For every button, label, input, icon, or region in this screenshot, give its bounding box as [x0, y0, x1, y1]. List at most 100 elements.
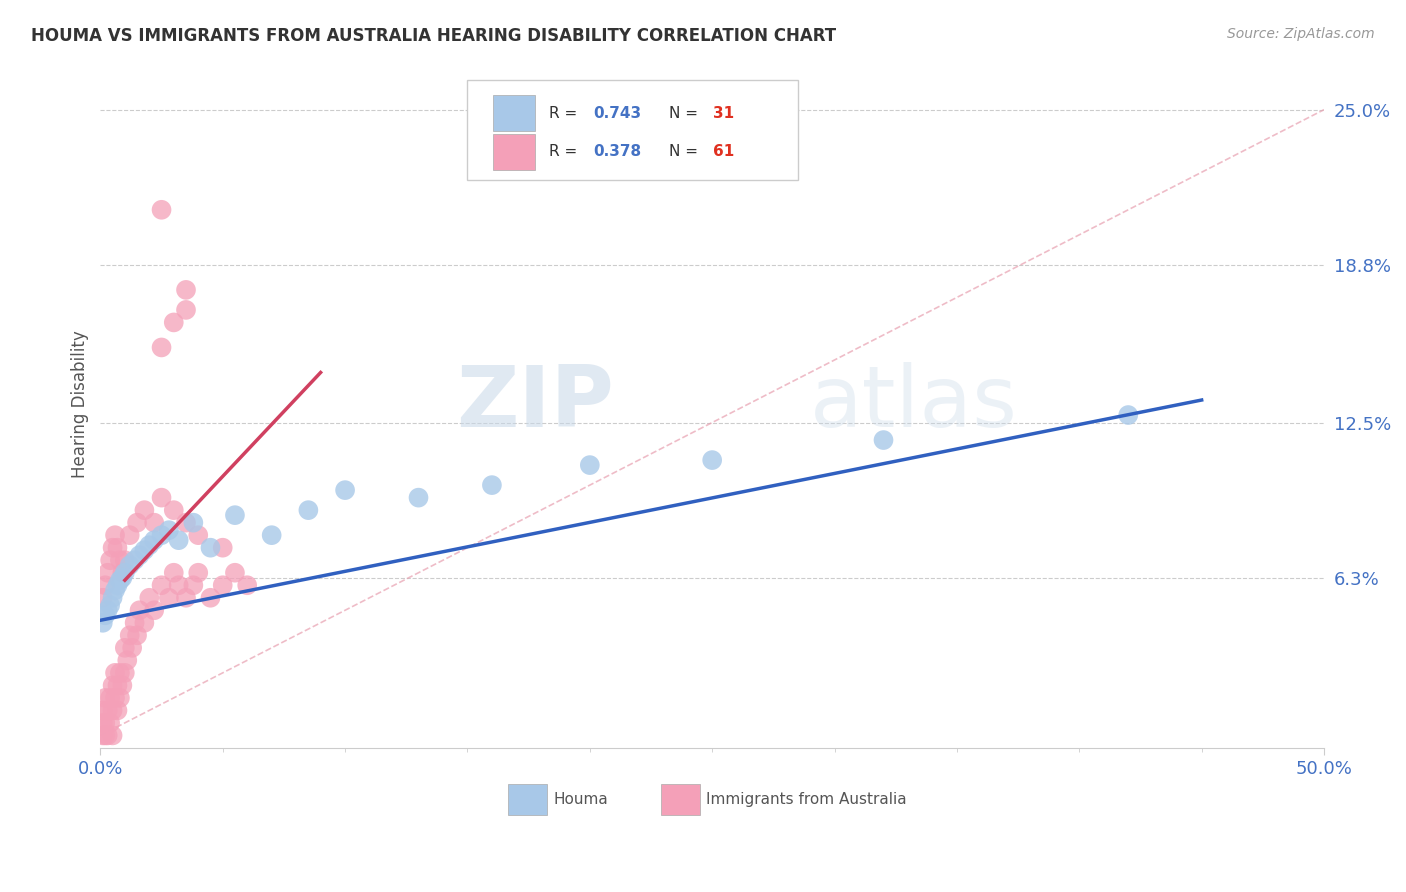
- Point: [211, 578, 233, 592]
- Point: [187, 528, 209, 542]
- Point: [108, 690, 131, 705]
- Point: [94, 578, 117, 592]
- Point: [118, 528, 141, 542]
- Point: [107, 541, 129, 555]
- Text: 0.378: 0.378: [593, 145, 641, 160]
- Point: [124, 615, 146, 630]
- Text: atlas: atlas: [810, 362, 1018, 445]
- Text: Houma: Houma: [553, 792, 607, 807]
- Text: Immigrants from Australia: Immigrants from Australia: [706, 792, 907, 807]
- Point: [91, 715, 114, 730]
- FancyBboxPatch shape: [494, 134, 534, 169]
- Point: [134, 503, 156, 517]
- Point: [579, 458, 602, 472]
- Point: [134, 615, 156, 630]
- Point: [174, 591, 197, 605]
- Text: R =: R =: [550, 145, 582, 160]
- Text: Source: ZipAtlas.com: Source: ZipAtlas.com: [1227, 27, 1375, 41]
- Point: [408, 491, 430, 505]
- Point: [97, 728, 120, 742]
- Point: [1116, 408, 1139, 422]
- Point: [104, 690, 127, 705]
- Point: [101, 728, 124, 742]
- Point: [101, 541, 124, 555]
- Point: [104, 583, 127, 598]
- Point: [97, 703, 120, 717]
- FancyBboxPatch shape: [508, 784, 547, 814]
- Text: N =: N =: [669, 145, 699, 160]
- Point: [111, 571, 134, 585]
- Point: [104, 665, 127, 680]
- Point: [125, 516, 148, 530]
- Point: [98, 599, 121, 613]
- Point: [107, 703, 129, 717]
- Point: [94, 690, 117, 705]
- Point: [125, 628, 148, 642]
- Point: [118, 558, 141, 573]
- Point: [107, 578, 129, 592]
- Point: [101, 703, 124, 717]
- Point: [167, 533, 190, 548]
- Point: [200, 541, 222, 555]
- FancyBboxPatch shape: [494, 95, 534, 131]
- Point: [107, 678, 129, 692]
- Point: [91, 615, 114, 630]
- Y-axis label: Hearing Disability: Hearing Disability: [72, 330, 89, 477]
- Text: ZIP: ZIP: [457, 362, 614, 445]
- Point: [91, 703, 114, 717]
- Point: [114, 665, 136, 680]
- Point: [174, 283, 197, 297]
- Point: [297, 503, 319, 517]
- Text: N =: N =: [669, 106, 699, 120]
- Point: [97, 603, 120, 617]
- Point: [163, 503, 186, 517]
- Point: [101, 591, 124, 605]
- Point: [163, 566, 186, 580]
- Point: [118, 628, 141, 642]
- Point: [111, 566, 134, 580]
- Point: [114, 566, 136, 580]
- Point: [183, 516, 205, 530]
- Point: [114, 640, 136, 655]
- Point: [94, 715, 117, 730]
- Point: [150, 491, 173, 505]
- Point: [236, 578, 259, 592]
- Point: [200, 591, 222, 605]
- Point: [187, 566, 209, 580]
- Point: [150, 341, 173, 355]
- Point: [124, 553, 146, 567]
- Point: [481, 478, 503, 492]
- Point: [150, 202, 173, 217]
- Point: [211, 541, 233, 555]
- Point: [134, 543, 156, 558]
- Point: [117, 653, 139, 667]
- Point: [163, 315, 186, 329]
- Point: [94, 608, 117, 623]
- Point: [108, 573, 131, 587]
- Text: 31: 31: [713, 106, 734, 120]
- Point: [104, 528, 127, 542]
- Text: R =: R =: [550, 106, 582, 120]
- Point: [114, 553, 136, 567]
- Point: [98, 690, 121, 705]
- Point: [260, 528, 283, 542]
- Point: [143, 516, 166, 530]
- Text: 61: 61: [713, 145, 735, 160]
- Point: [872, 433, 894, 447]
- Point: [91, 591, 114, 605]
- Point: [138, 538, 160, 552]
- Point: [121, 640, 143, 655]
- Text: HOUMA VS IMMIGRANTS FROM AUSTRALIA HEARING DISABILITY CORRELATION CHART: HOUMA VS IMMIGRANTS FROM AUSTRALIA HEARI…: [31, 27, 837, 45]
- Point: [91, 728, 114, 742]
- Point: [157, 523, 180, 537]
- Point: [128, 548, 150, 562]
- Point: [111, 678, 134, 692]
- Point: [167, 578, 190, 592]
- Point: [143, 533, 166, 548]
- Point: [138, 591, 160, 605]
- Point: [101, 678, 124, 692]
- Point: [150, 528, 173, 542]
- Text: 0.743: 0.743: [593, 106, 641, 120]
- FancyBboxPatch shape: [467, 80, 797, 180]
- Point: [97, 566, 120, 580]
